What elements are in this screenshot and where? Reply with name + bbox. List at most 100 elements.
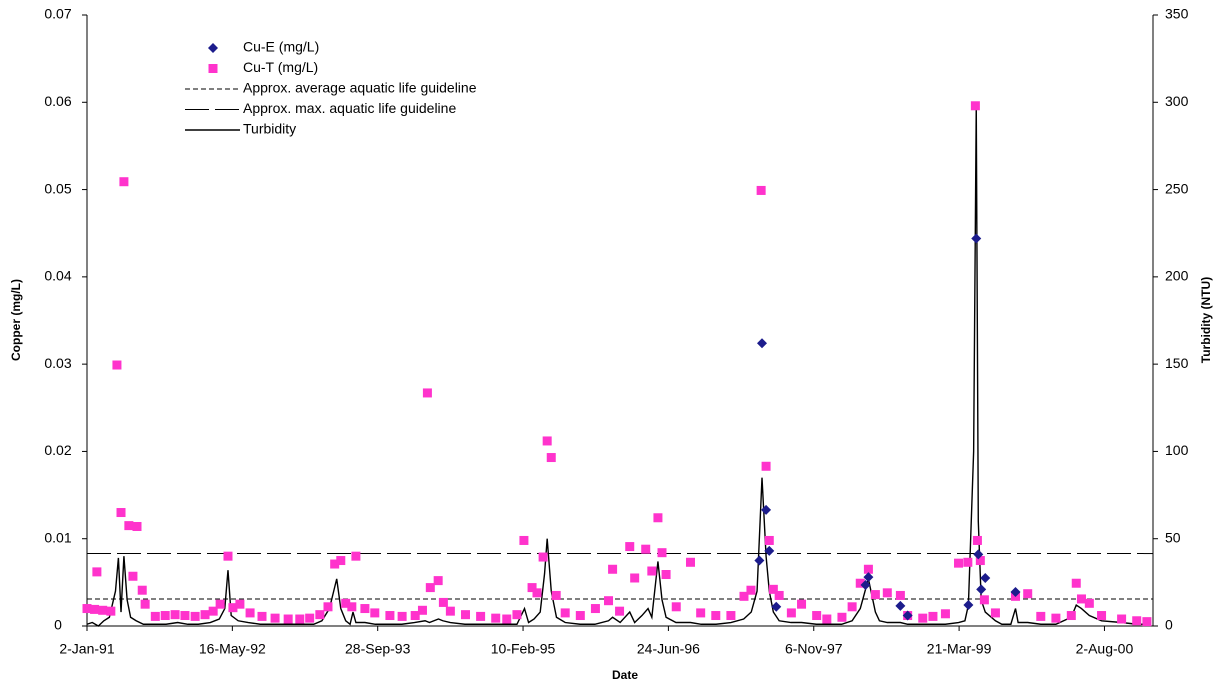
marker-square [1132, 616, 1142, 626]
marker-square [990, 608, 1000, 618]
x-tick-label: 2-Aug-00 [1076, 641, 1134, 657]
marker-square [215, 599, 225, 609]
marker-square [608, 564, 618, 574]
marker-square [863, 564, 873, 574]
marker-square [283, 614, 293, 624]
marker-square [671, 602, 681, 612]
y-tick-label: 0.03 [44, 355, 71, 371]
x-tick-label: 21-Mar-99 [927, 641, 992, 657]
marker-square [532, 588, 542, 598]
marker-square [560, 608, 570, 618]
x-axis-title: Date [612, 668, 638, 682]
marker-diamond [895, 600, 906, 611]
marker-square [336, 556, 346, 566]
y-tick-label: 0.01 [44, 529, 71, 545]
marker-square [347, 602, 357, 612]
marker-square [761, 461, 771, 471]
marker-square [438, 597, 448, 607]
marker-square [410, 611, 420, 621]
marker-square [92, 567, 102, 577]
marker-square [160, 611, 170, 621]
marker-square [223, 551, 233, 561]
marker-diamond [980, 572, 991, 583]
marker-square [422, 388, 432, 398]
marker-square [341, 598, 351, 608]
marker-square [116, 508, 126, 518]
marker-square [641, 544, 651, 554]
marker-square [180, 611, 190, 621]
marker-diamond [208, 43, 218, 53]
marker-square [1051, 613, 1061, 623]
marker-square [270, 613, 280, 623]
marker-square [385, 611, 395, 621]
marker-square [397, 611, 407, 621]
marker-square [979, 595, 989, 605]
y-tick-label: 0 [54, 617, 62, 633]
x-tick-label: 10-Feb-95 [491, 641, 556, 657]
marker-square [112, 360, 122, 370]
y2-tick-label: 300 [1165, 93, 1189, 109]
marker-diamond [860, 579, 871, 590]
legend-label: Cu-T (mg/L) [243, 59, 318, 75]
marker-square [546, 453, 556, 463]
marker-square [895, 590, 905, 600]
marker-square [519, 535, 529, 545]
marker-square [711, 611, 721, 621]
marker-square [170, 610, 180, 620]
marker-square [970, 101, 980, 111]
legend-label: Cu-E (mg/L) [243, 39, 319, 55]
marker-square [764, 535, 774, 545]
x-tick-label: 6-Nov-97 [785, 641, 843, 657]
marker-square [647, 566, 657, 576]
marker-diamond [764, 545, 775, 556]
marker-square [954, 558, 964, 568]
y2-tick-label: 350 [1165, 6, 1189, 22]
marker-square [119, 177, 129, 187]
marker-square [370, 608, 380, 618]
y-tick-label: 0.06 [44, 93, 71, 109]
marker-square [604, 596, 614, 606]
marker-square [590, 604, 600, 614]
x-tick-label: 16-May-92 [199, 641, 266, 657]
marker-square [208, 606, 218, 616]
marker-square [963, 557, 973, 567]
marker-square [124, 521, 134, 531]
marker-square [625, 542, 635, 552]
marker-diamond [863, 572, 874, 583]
marker-square [918, 613, 928, 623]
marker-square [975, 556, 985, 566]
marker-square [696, 608, 706, 618]
marker-square [940, 609, 950, 619]
y2-tick-label: 50 [1165, 529, 1181, 545]
marker-square [433, 576, 443, 586]
turbidity-line [86, 105, 1147, 627]
marker-square [575, 611, 585, 621]
marker-square [551, 590, 561, 600]
marker-square [774, 590, 784, 600]
marker-square [1142, 617, 1152, 627]
marker-square [786, 608, 796, 618]
marker-square [538, 552, 548, 562]
marker-square [685, 557, 695, 567]
marker-square [305, 613, 315, 623]
marker-square [445, 606, 455, 616]
marker-square [330, 559, 340, 569]
marker-square [235, 599, 245, 609]
marker-square [739, 591, 749, 601]
marker-diamond [973, 549, 984, 560]
marker-square [661, 570, 671, 580]
marker-square [822, 614, 832, 624]
marker-diamond [976, 584, 987, 595]
marker-square [140, 599, 150, 609]
marker-diamond [902, 610, 913, 621]
marker-square [460, 610, 470, 620]
y-tick-label: 0.07 [44, 6, 71, 22]
marker-square [1023, 589, 1033, 599]
marker-square [1076, 594, 1086, 604]
marker-square [257, 611, 267, 621]
marker-square [132, 521, 142, 531]
marker-square [245, 608, 255, 618]
marker-square [542, 436, 552, 446]
legend-label: Approx. average aquatic life guideline [243, 80, 477, 96]
